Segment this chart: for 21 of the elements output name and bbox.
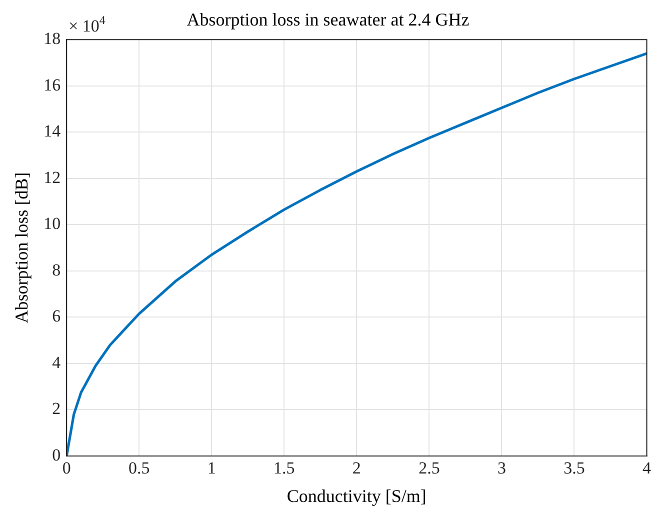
y-tick-label: 18: [44, 29, 61, 48]
x-tick-label: 1.5: [274, 458, 295, 478]
x-tick-label: 1: [207, 458, 216, 478]
x-tick-label: 4: [642, 458, 652, 478]
chart-title: Absorption loss in seawater at 2.4 GHz: [186, 10, 470, 30]
x-tick-label: 2.5: [418, 458, 440, 478]
x-tick-label: 3: [497, 458, 506, 478]
y-tick-label: 16: [44, 75, 61, 94]
x-tick-label: 2: [352, 458, 361, 478]
y-tick-label: 8: [52, 260, 61, 280]
y-tick-label: 0: [52, 445, 61, 464]
x-axis-title: Conductivity [S/m]: [286, 486, 426, 506]
y-tick-label: 12: [44, 168, 61, 187]
y-tick-label: 10: [44, 214, 61, 234]
y-axis-title: Absorption loss [dB]: [12, 172, 32, 324]
x-tick-label: 3.5: [564, 458, 585, 478]
y-tick-label: 6: [52, 306, 61, 326]
x-tick-label: 0.5: [128, 458, 150, 478]
y-tick-label: 14: [44, 122, 62, 141]
y-tick-label: 4: [52, 352, 62, 372]
y-tick-label: 2: [52, 399, 61, 418]
